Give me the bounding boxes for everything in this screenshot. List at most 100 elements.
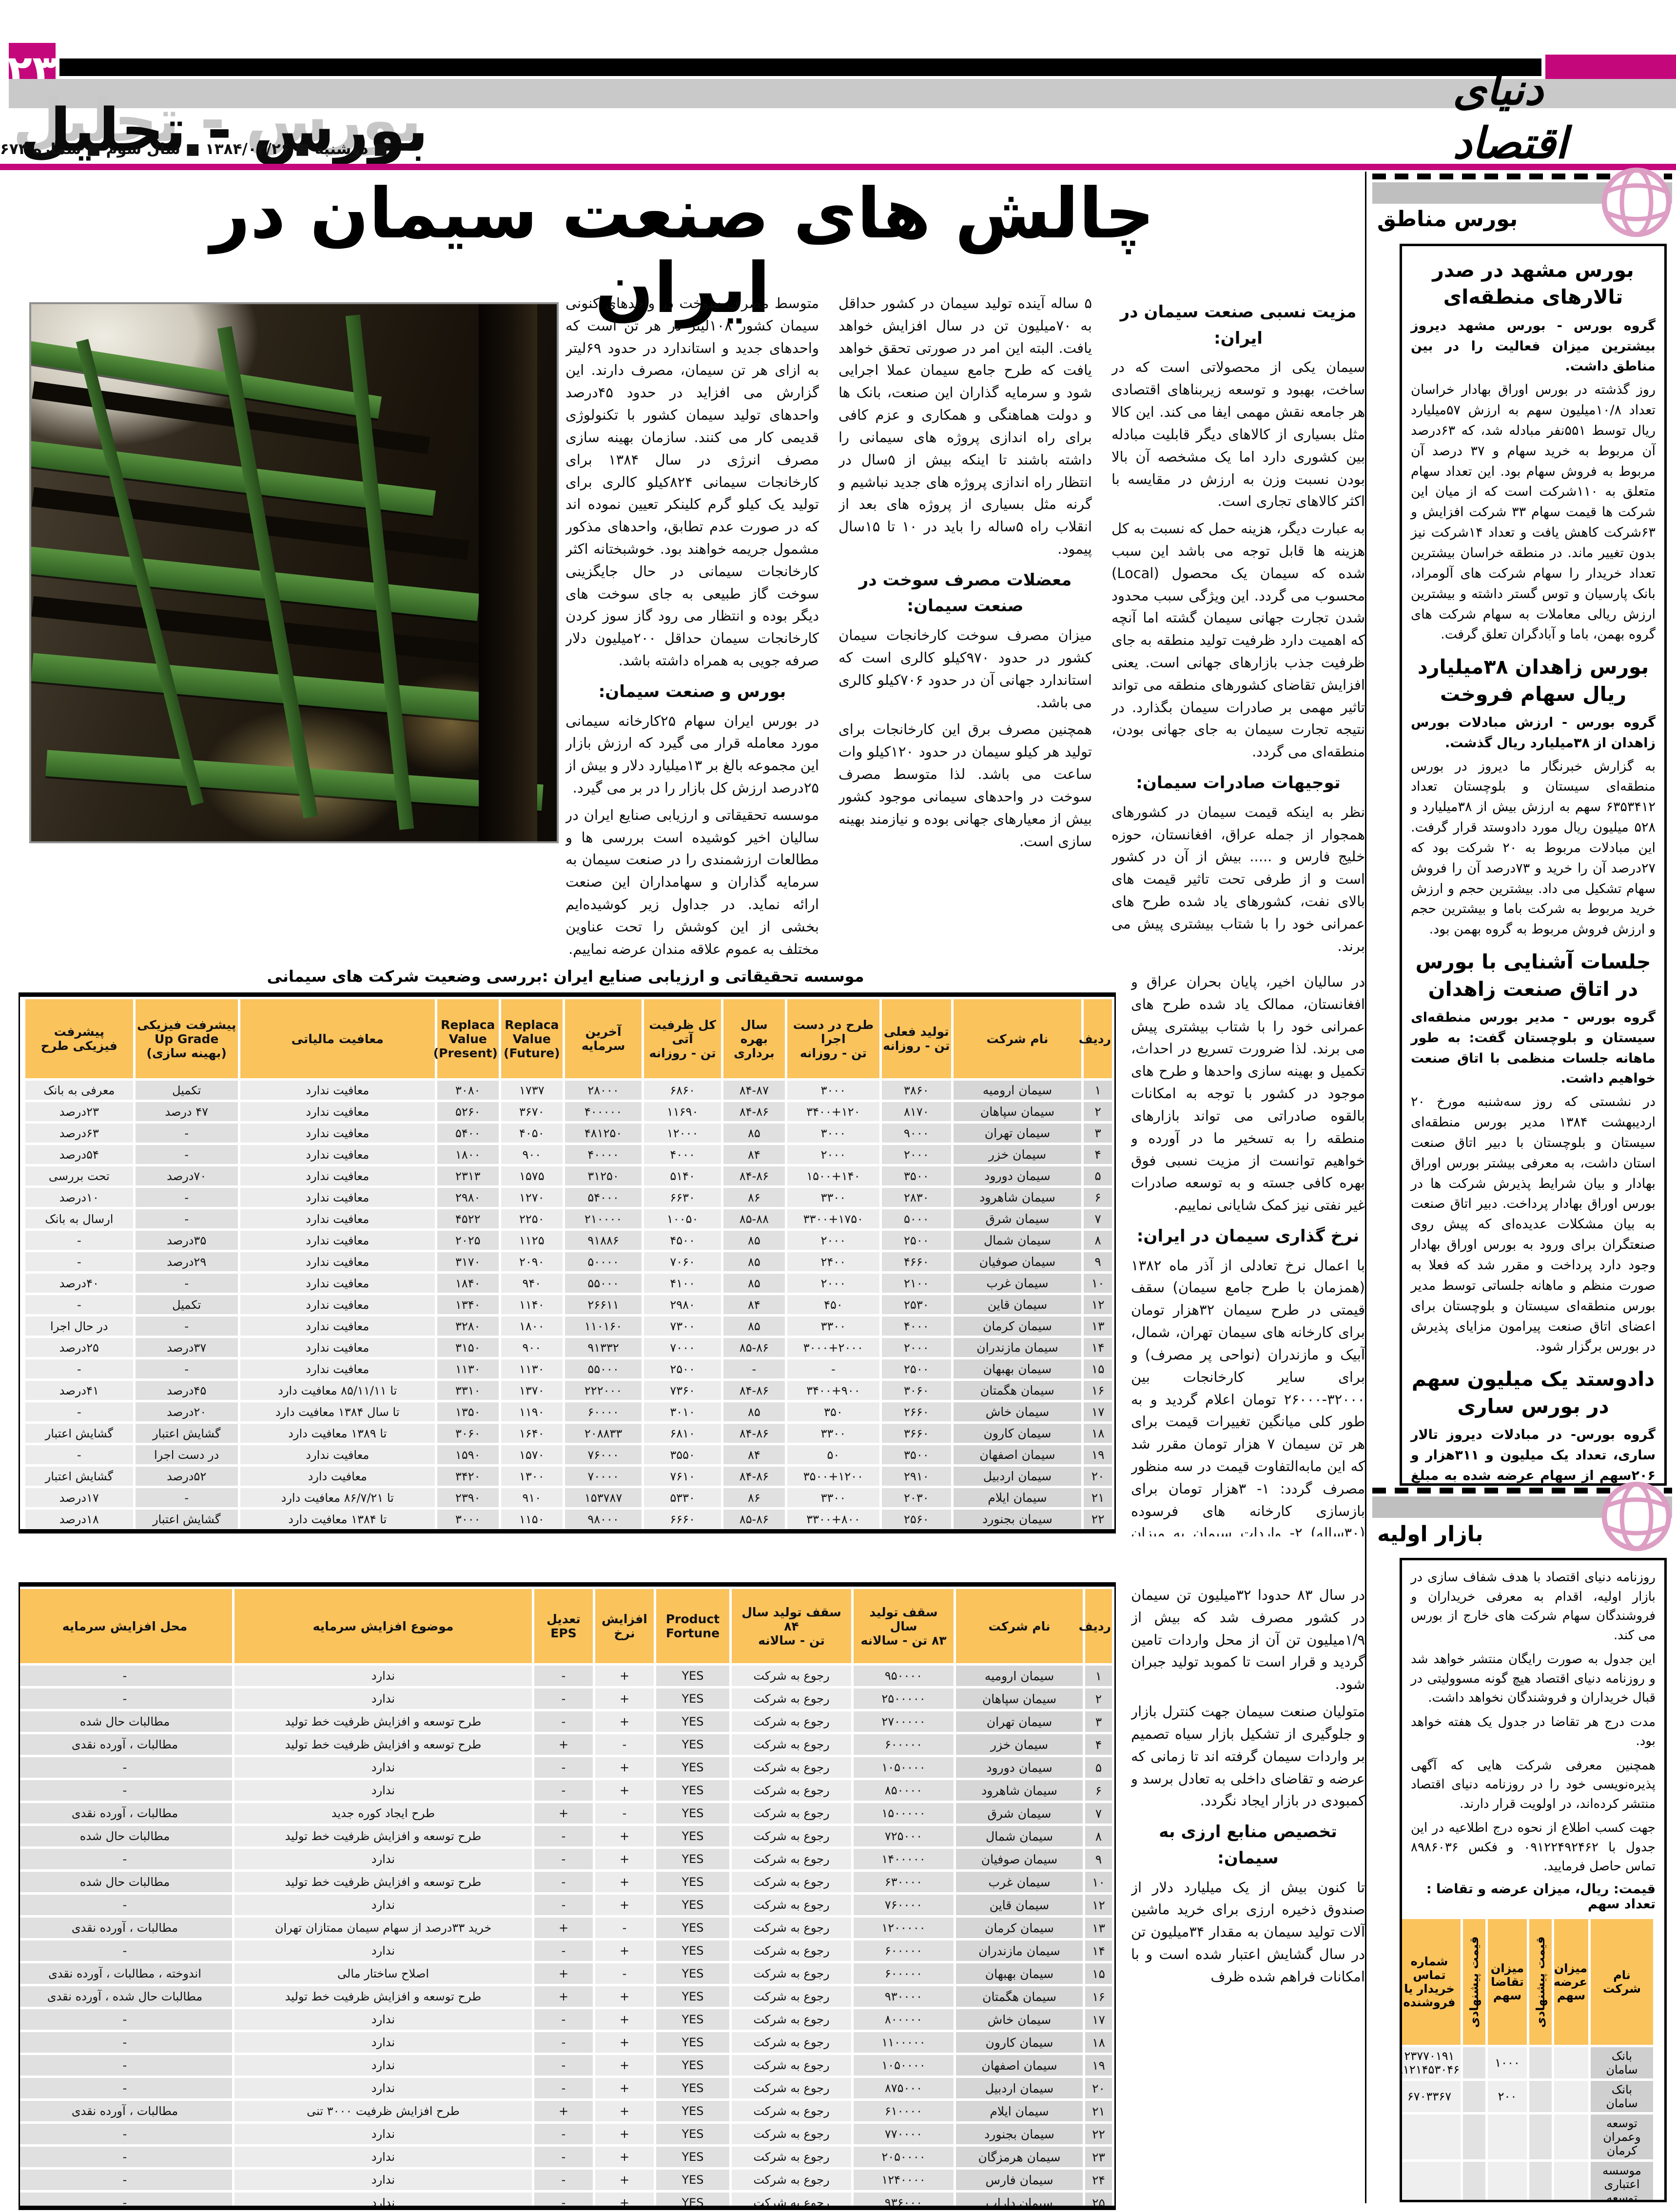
table-cell: - bbox=[135, 1317, 238, 1336]
table-cell: ۶۸۳۰ bbox=[644, 1531, 721, 1533]
column-header: آخرین سرمایه bbox=[565, 999, 642, 1078]
column-header: نام شرکت bbox=[956, 1589, 1083, 1663]
table-cell: ۲ bbox=[1084, 1102, 1112, 1121]
section-heading: معضلات مصرف سوخت در صنعت سیمان: bbox=[858, 570, 1072, 616]
table-cell: ۸۰۰۰۰۰ bbox=[854, 2009, 954, 2030]
table-cell: - bbox=[534, 1826, 593, 1846]
table-cell bbox=[1529, 2161, 1552, 2200]
primary-market-note: قیمت: ریال، میزان عرضه و تقاضا : تعداد س… bbox=[1426, 1881, 1656, 1912]
table-cell: ۵ bbox=[1084, 1166, 1112, 1185]
table-cell: اصلاح ساختار مالی bbox=[234, 1963, 532, 1984]
table-cell: ۲۳ bbox=[1084, 1531, 1112, 1533]
table-cell: تا ۱۳۸۴ معافیت دارد bbox=[240, 1510, 435, 1529]
table-cell: سیمان شرق bbox=[953, 1209, 1082, 1228]
table-cell: ۱۱۳۰ bbox=[501, 1359, 563, 1378]
table-cell: ۳۵۰۰ bbox=[881, 1166, 951, 1185]
table-cell: ۳۰۱۰ bbox=[644, 1402, 721, 1421]
table-cell: ۳۵۰ bbox=[787, 1402, 879, 1421]
sidebar-article-body: روز گذشته در بورس اوراق بهادار خراسان تع… bbox=[1411, 382, 1656, 642]
table-cell: ندارد bbox=[234, 2078, 532, 2098]
table-cell: ۱۵۷۰ bbox=[501, 1445, 563, 1464]
article-column-middle: ۵ ساله آینده تولید سیمان در کشور حداقل ب… bbox=[838, 292, 1092, 965]
table-cell: - bbox=[534, 2055, 593, 2076]
table-cell: ۸۵ bbox=[723, 1231, 785, 1250]
table-cell: ۸۴-۸۷ bbox=[723, 1081, 785, 1100]
table-cell: ندارد bbox=[234, 1940, 532, 1961]
table-cell: YES bbox=[656, 1734, 729, 1755]
table-cell: YES bbox=[656, 1849, 729, 1869]
table-cell: ۲۱۰۰۰۰ bbox=[565, 1209, 642, 1228]
table-cell: ۳۳۰۰ bbox=[787, 1188, 879, 1207]
table-row: ۱۳ سیمان کرمان ۴۰۰۰ ۳۳۰۰ ۸۵ ۷۳۰۰ ۱۱۰۱۶۰ ۱۸۰۰ ۳۲۸… bbox=[25, 1317, 1112, 1336]
sidebar-article-lead: گروه بورس - بورس مشهد دیروز بیشترین میزا… bbox=[1411, 318, 1656, 374]
table-cell: - bbox=[20, 2032, 232, 2053]
table-cell: ۴۰درصد bbox=[25, 1274, 133, 1293]
table-row: ۴ سیمان خزر ۲۰۰۰ ۲۰۰۰ ۸۴ ۴۰۰۰ ۴۰۰۰۰ ۹۰۰ ۱۸۰۰ معاف… bbox=[25, 1145, 1112, 1164]
table-cell: ۴۰۰۰۰ bbox=[565, 1145, 642, 1164]
table-cell: مطالبات حال شده bbox=[20, 1872, 232, 1892]
table-cell: سیمان فارس bbox=[956, 2170, 1083, 2190]
table-cell: - bbox=[20, 2124, 232, 2144]
newspaper-logo: دنیای اقتصاد bbox=[1453, 64, 1568, 168]
table-cell: ۸۴-۸۶ bbox=[723, 1381, 785, 1400]
table-cell: ۶۰۰۰۰۰ bbox=[854, 1940, 954, 1961]
table-cell: ۴۰۰۰ bbox=[644, 1145, 721, 1164]
table-row: ۲۱ سیمان ایلام ۲۰۳۰ ۳۳۰۰ ۸۶ ۵۳۳۰ ۱۵۳۷۸۷ ۹۱۰ ۲۳۹۰… bbox=[25, 1488, 1112, 1507]
table-cell: YES bbox=[656, 2170, 729, 2190]
table-cell: ۲۵۳۰ bbox=[881, 1295, 951, 1314]
table-cell: سیمان بجنورد bbox=[953, 1510, 1082, 1529]
table-cell: سیمان هرمزگان bbox=[956, 2147, 1083, 2167]
table-row: ۲ سیمان سپاهان ۲۵۰۰۰۰۰ رجوع به شرکت YES + - ندا… bbox=[20, 1688, 1112, 1709]
table-cell: - bbox=[20, 1780, 232, 1801]
table-cell: ۱۷ bbox=[1084, 1402, 1112, 1421]
table-cell: YES bbox=[656, 1963, 729, 1984]
table-cell: ۸۴ bbox=[723, 1145, 785, 1164]
table-cell: ۱۸۴۰ bbox=[437, 1274, 499, 1293]
table-cell: ۱۱۵۰ bbox=[501, 1510, 563, 1529]
table-cell: - bbox=[25, 1445, 133, 1464]
table-cell: ۴۰۰۰۰۰ bbox=[565, 1102, 642, 1121]
table-cell: - bbox=[534, 2078, 593, 2098]
table-cell: YES bbox=[656, 1688, 729, 1709]
table-row: ۸ سیمان شمال ۲۵۰۰ ۲۰۰۰ ۸۵ ۴۵۰۰ ۹۱۸۸۶ ۱۱۲۵ ۲۰۲۵ مع… bbox=[25, 1231, 1112, 1250]
column-header: Replaca Value (Present) bbox=[433, 999, 499, 1078]
table-cell: ۱۱۲۵ bbox=[501, 1231, 563, 1250]
table-cell: سیمان دورود bbox=[956, 1757, 1083, 1778]
table-cell: ۲۲۵۰ bbox=[501, 1209, 563, 1228]
table-cell: ۲۹۱۰ bbox=[881, 1467, 951, 1486]
table-cell: ۶۳۰۰۰۰ bbox=[854, 1872, 954, 1892]
photo-strut bbox=[345, 314, 414, 830]
table-cell: ۸۴-۸۶ bbox=[723, 1467, 785, 1486]
table-cell: سیمان ایلام bbox=[956, 2101, 1083, 2121]
table-cell: ۳۶۶۰ bbox=[881, 1424, 951, 1443]
table-cell: ۳۵۰۰ bbox=[881, 1445, 951, 1464]
table-cell: تا سال ۱۳۸۴ معافیت دارد bbox=[240, 1402, 435, 1421]
sidebar-article-title: جلسات آشنایی با بورس در اتاق صنعت زاهدان bbox=[1415, 950, 1651, 1001]
table-cell: سیمان مازندران bbox=[956, 1940, 1083, 1961]
table-cell: معافیت ندارد bbox=[240, 1359, 435, 1378]
table-cell: ۵۰۰۰۰ bbox=[565, 1252, 642, 1271]
table-cell: سیمان غرب bbox=[956, 1872, 1083, 1892]
table-cell: ۱۴ bbox=[1084, 1338, 1112, 1357]
table-row: ۱۲ سیمان قاین ۷۶۰۰۰۰ رجوع به شرکت YES + - ندارد… bbox=[20, 1895, 1112, 1915]
table-cell: ۳۵۰۰+۱۲۰۰ bbox=[787, 1467, 879, 1486]
cement-status-table: ردیف نام شرکت تولید فعلی تن - روزانه طرح در… bbox=[23, 997, 1114, 1533]
table-cell: ۱۳ bbox=[1085, 1918, 1112, 1938]
table-cell: ۹۰۰ bbox=[501, 1145, 563, 1164]
table-cell: معافیت ندارد bbox=[240, 1252, 435, 1271]
table-cell: سیمان بجنورد bbox=[956, 2124, 1083, 2144]
table-cell: ۵۳۳۰ bbox=[644, 1488, 721, 1507]
table-cell: + bbox=[595, 2009, 654, 2030]
table-cell: ۸۵ bbox=[723, 1317, 785, 1336]
table-cell: رجوع به شرکت bbox=[732, 1711, 851, 1732]
main-headline: چالش های صنعت سیمان در ایران bbox=[210, 174, 1155, 329]
table-cell: - bbox=[534, 1940, 593, 1961]
table-row: ۱۳ سیمان کرمان ۱۲۰۰۰۰۰ رجوع به شرکت YES - + خری… bbox=[20, 1918, 1112, 1938]
table-cell: ۲۵۰۰ bbox=[644, 1359, 721, 1378]
cement-production-table-wrap: ردیف نام شرکت سقف تولید سال ۸۳ تن - سالانه… bbox=[19, 1582, 1116, 2210]
table-cell: ۱۰ bbox=[1085, 1872, 1112, 1892]
table-cell: ۱۷درصد bbox=[25, 1488, 133, 1507]
table-cell: ۱۸ bbox=[1084, 1424, 1112, 1443]
table-cell: ۲۰۰۰ bbox=[787, 1274, 879, 1293]
table-cell: ندارد bbox=[234, 1666, 532, 1686]
